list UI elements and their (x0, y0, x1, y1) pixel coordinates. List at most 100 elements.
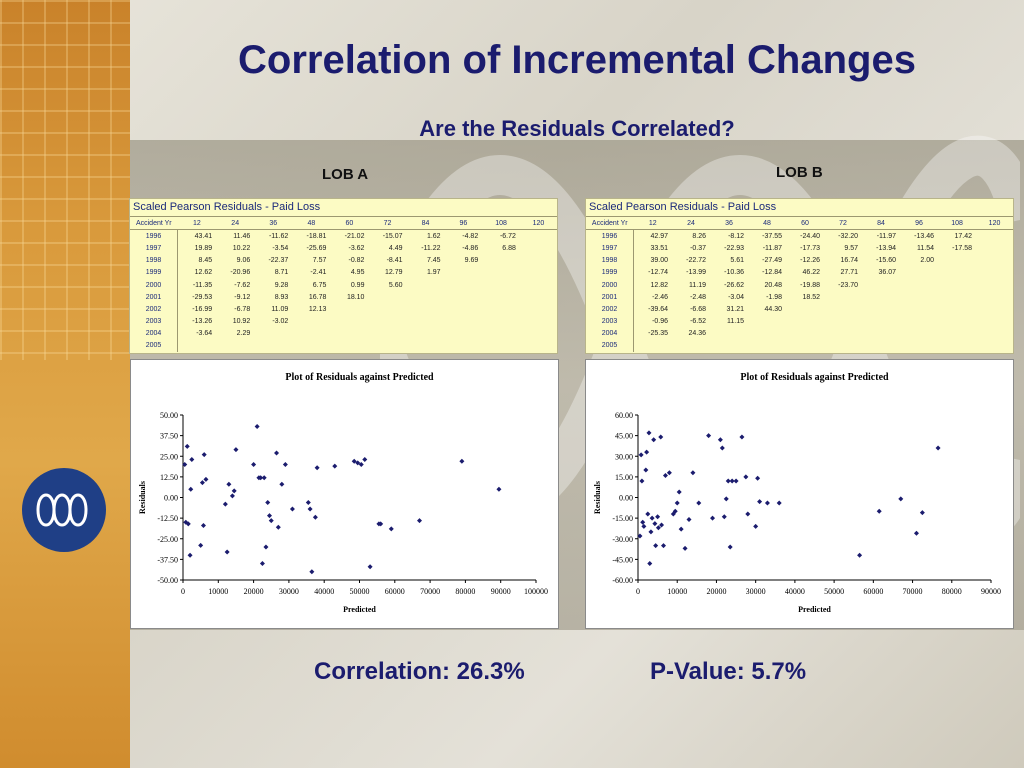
residuals-grid: Accident Yr 12 24 36 48 60 72 84 96 108 120 1996 43.… (130, 217, 557, 353)
residual-cell (407, 291, 445, 303)
data-point (189, 457, 195, 463)
accident-year-cell: 1998 (130, 254, 179, 267)
residual-cell: -2.41 (310, 269, 327, 277)
data-point (646, 430, 652, 436)
accident-year-cell: 2002 (586, 303, 635, 316)
residual-cell: -13.99 (686, 269, 707, 277)
data-point (696, 500, 702, 506)
wave-logo-icon (22, 468, 106, 552)
development-period-header: 108 (938, 217, 977, 231)
residual-cell (786, 303, 824, 315)
residual-cell: 2.00 (920, 257, 935, 265)
chart-title: Plot of Residuals against Predicted (285, 372, 434, 383)
residual-cell (748, 340, 786, 352)
residual-cell: 7.57 (312, 257, 327, 265)
residual-cell: 11.09 (271, 305, 289, 313)
residual-cell: -6.78 (234, 305, 251, 313)
accident-year-cell: 2004 (130, 327, 179, 340)
residual-cell: -26.62 (724, 281, 745, 289)
data-point (231, 488, 237, 494)
data-point (351, 458, 357, 464)
data-point (644, 449, 650, 455)
residual-cell (520, 340, 557, 352)
data-point (496, 486, 502, 492)
x-tick-label: 70000 (903, 587, 923, 596)
residual-cell (862, 316, 900, 328)
y-tick-label: 12.50 (160, 473, 178, 482)
x-tick-label: 60000 (385, 587, 405, 596)
residual-cell: 39.00 (650, 257, 669, 265)
residual-cell: 43.41 (194, 232, 213, 240)
accident-year-header: Accident Yr (586, 217, 634, 231)
table-row: 2005 (130, 339, 557, 353)
residuals-table-lob-b: Scaled Pearson Residuals - Paid Loss Acc… (585, 198, 1014, 354)
residual-cell: -12.26 (800, 257, 821, 265)
data-point (733, 478, 739, 484)
data-point (676, 489, 682, 495)
accident-year-cell: 2001 (586, 291, 635, 304)
table-row: 2004 -25.35 24.36 (586, 327, 1013, 340)
residual-cell: -20.96 (230, 269, 251, 277)
y-tick-label: -45.00 (612, 555, 633, 564)
residual-cell: -39.64 (648, 305, 669, 313)
residual-cell (292, 328, 330, 340)
development-period-header: 24 (672, 217, 711, 231)
data-point (776, 500, 782, 506)
residual-cell (482, 328, 520, 340)
accident-year-cell: 1996 (586, 229, 635, 243)
y-tick-label: 25.00 (160, 452, 178, 461)
data-point (355, 460, 361, 466)
residual-cell: 6.75 (312, 281, 327, 289)
accident-year-header: Accident Yr (130, 217, 178, 231)
table-header-row: Accident Yr 12 24 36 48 60 72 84 96 108 120 (130, 217, 557, 231)
residual-cell: -0.37 (690, 244, 707, 252)
data-point (203, 476, 209, 482)
table-row: 1996 42.97 8.26 -8.12 -37.55 -24.40 -32.20 -11.… (586, 229, 1013, 243)
residual-cell (445, 340, 483, 352)
y-tick-label: 45.00 (615, 432, 633, 441)
residual-cell (976, 267, 1013, 279)
correlation-value: Correlation: 26.3% (314, 658, 525, 685)
chart-title: Plot of Residuals against Predicted (740, 372, 889, 383)
data-point (757, 499, 763, 505)
residual-cell (672, 340, 710, 352)
residual-cell: 16.78 (308, 293, 327, 301)
accident-year-cell: 2005 (130, 339, 179, 353)
x-tick-label: 20000 (706, 587, 726, 596)
residual-cell (178, 340, 217, 352)
data-point (710, 515, 716, 521)
residual-cell: -4.82 (462, 232, 479, 240)
residual-cell: -2.46 (652, 293, 669, 301)
x-tick-label: 50000 (824, 587, 844, 596)
residual-cell (786, 316, 824, 328)
data-point (743, 474, 749, 480)
residual-cell: 9.69 (464, 257, 479, 265)
y-axis-label: Residuals (593, 481, 602, 514)
residual-cell: 4.95 (350, 269, 365, 277)
residual-cell (938, 291, 976, 303)
residual-cell: 12.62 (194, 269, 213, 277)
data-point (682, 545, 688, 551)
data-point (229, 493, 235, 499)
lob-a-label: LOB A (322, 166, 369, 183)
residual-cell (976, 316, 1013, 328)
table-row: 2001 -29.53 -9.12 8.93 16.78 18.10 (130, 291, 557, 304)
accident-year-cell: 2001 (130, 291, 179, 304)
data-point (655, 525, 661, 531)
x-tick-label: 60000 (863, 587, 883, 596)
residual-cell (938, 267, 976, 279)
residual-cell: -3.62 (348, 244, 365, 252)
residual-cell: -25.35 (648, 330, 669, 338)
residual-cell (368, 316, 406, 328)
residual-cell: -8.12 (728, 232, 745, 240)
development-period-header: 12 (633, 217, 673, 231)
residual-cell: 18.52 (802, 293, 821, 301)
residual-cell (938, 303, 976, 315)
data-point (305, 499, 311, 505)
residual-cell: -17.58 (952, 244, 973, 252)
data-point (367, 564, 373, 570)
residual-cell (254, 328, 292, 340)
data-point (919, 510, 925, 516)
data-point (185, 521, 191, 527)
residual-cell: 8.93 (274, 293, 289, 301)
